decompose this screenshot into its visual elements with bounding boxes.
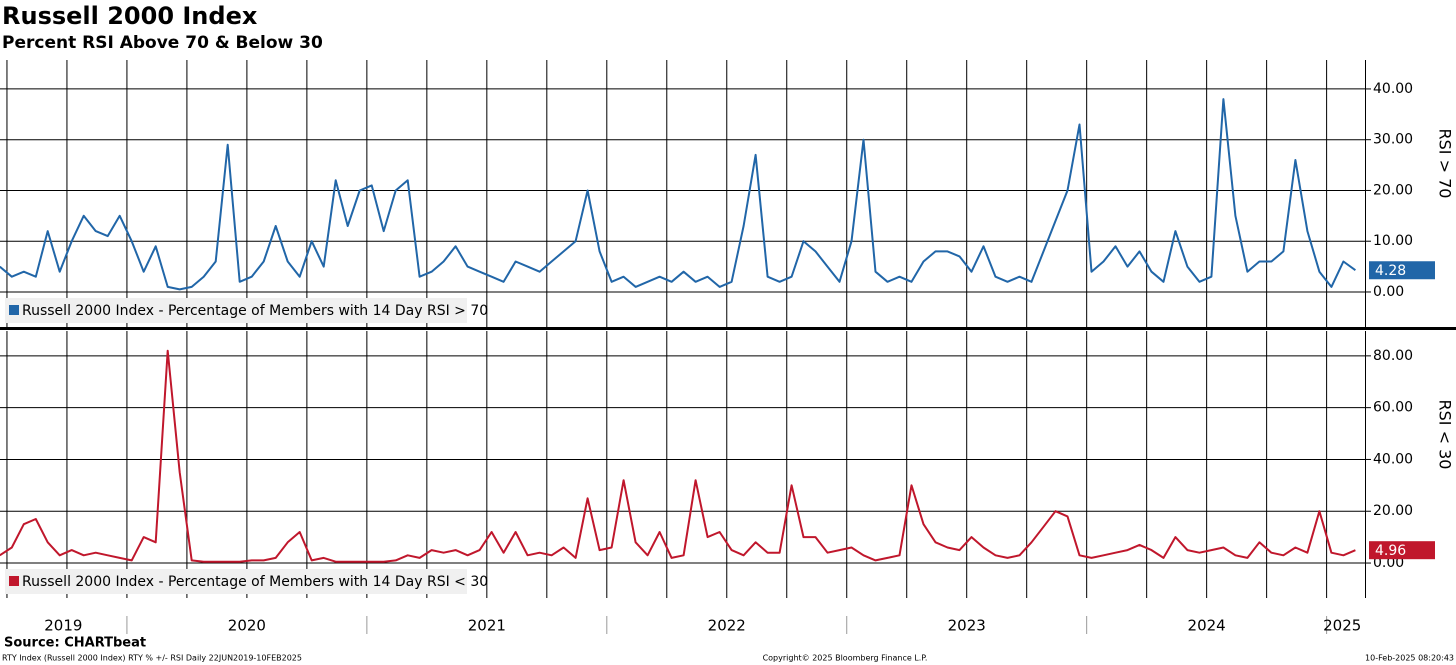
subtitle: Percent RSI Above 70 & Below 30 — [2, 33, 323, 53]
y-tick-label: 10.00 — [1373, 233, 1413, 249]
last-value-badge — [1369, 261, 1435, 280]
last-value-label: 4.96 — [1375, 543, 1406, 559]
y-tick-label: 40.00 — [1373, 81, 1413, 97]
y-tick-label: 80.00 — [1373, 348, 1413, 364]
legend-swatch — [9, 576, 19, 586]
source: Source: CHARTbeat — [4, 636, 146, 651]
y-tick-label: 60.00 — [1373, 400, 1413, 416]
legend-label: Russell 2000 Index - Percentage of Membe… — [22, 303, 488, 319]
x-tick-label: 2020 — [228, 617, 266, 635]
x-tick-label: 2021 — [468, 617, 506, 635]
y-axis-label: RSI > 70 — [1436, 129, 1455, 199]
ticker-info: RTY Index (Russell 2000 Index) RTY % +/-… — [2, 654, 302, 663]
title: Russell 2000 Index — [2, 2, 258, 30]
y-tick-label: 30.00 — [1373, 132, 1413, 148]
legend-box — [5, 569, 467, 594]
x-tick-label: 2023 — [948, 617, 986, 635]
y-tick-label: 40.00 — [1373, 451, 1413, 467]
last-value-label: 4.28 — [1375, 263, 1406, 279]
y-axis-label: RSI < 30 — [1436, 400, 1455, 470]
series-line — [0, 349, 1356, 563]
x-tick-label: 2019 — [44, 617, 82, 635]
legend-swatch — [9, 305, 19, 315]
x-tick-label: 2022 — [708, 617, 746, 635]
x-tick-label: 2024 — [1188, 617, 1226, 635]
y-tick-label: 0.00 — [1373, 284, 1404, 300]
y-tick-label: 20.00 — [1373, 503, 1413, 519]
timestamp: 10-Feb-2025 08:20:43 — [1365, 654, 1454, 663]
series-line — [0, 98, 1356, 291]
legend-box — [5, 298, 467, 323]
x-tick-label: 2025 — [1323, 617, 1361, 635]
y-tick-label: 20.00 — [1373, 182, 1413, 198]
copyright: Copyright© 2025 Bloomberg Finance L.P. — [763, 654, 928, 663]
last-value-badge — [1369, 541, 1435, 560]
legend-label: Russell 2000 Index - Percentage of Membe… — [22, 574, 488, 590]
